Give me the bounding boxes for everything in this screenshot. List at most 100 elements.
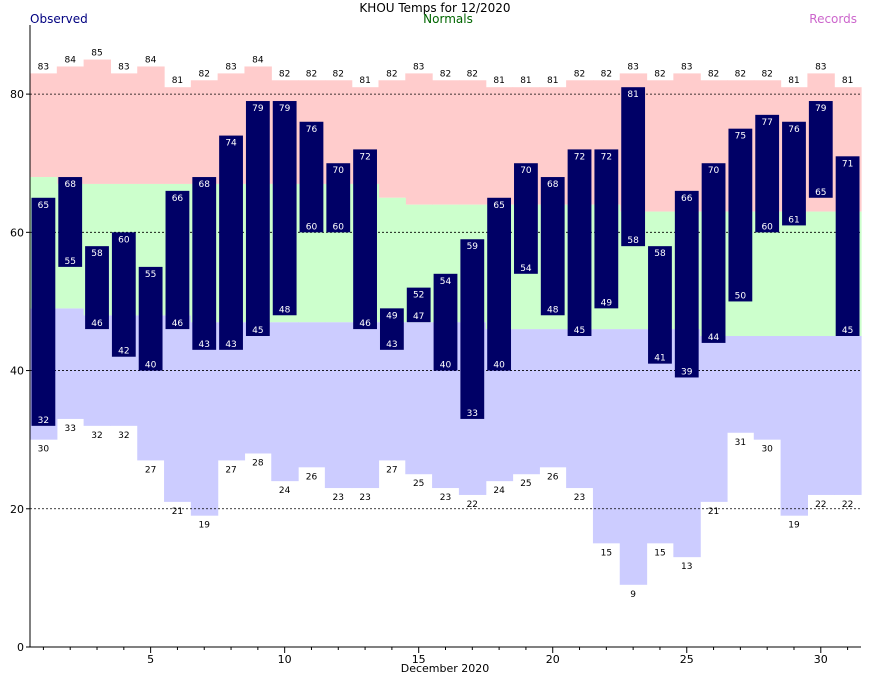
record-low-label: 27 — [145, 465, 156, 475]
observed-bars — [31, 87, 860, 426]
record-high-label: 84 — [64, 55, 76, 65]
axes: 0 20 40 60 80 5 10 15 20 25 30 — [10, 25, 861, 666]
record-high-label: 81 — [520, 76, 531, 86]
observed-bar — [567, 149, 592, 336]
observed-high-label: 52 — [413, 291, 424, 301]
record-low-step — [619, 329, 648, 585]
observed-low-label: 50 — [735, 291, 747, 301]
record-high-label: 82 — [467, 69, 478, 79]
observed-bar — [31, 197, 56, 426]
record-low-label: 22 — [467, 500, 478, 510]
observed-high-label: 70 — [333, 166, 345, 176]
observed-bar — [111, 232, 136, 357]
observed-high-label: 66 — [172, 194, 184, 204]
observed-high-label: 72 — [359, 152, 370, 162]
record-high-label: 82 — [574, 69, 585, 79]
record-high-label: 83 — [118, 62, 129, 72]
observed-high-label: 79 — [815, 104, 827, 114]
observed-low-label: 46 — [172, 319, 184, 329]
record-low-step — [807, 336, 835, 495]
record-high-label: 81 — [172, 76, 183, 86]
observed-high-label: 77 — [761, 118, 772, 128]
observed-low-label: 60 — [761, 222, 773, 232]
record-low-step — [539, 329, 567, 468]
record-low-label: 13 — [681, 562, 692, 572]
record-high-label: 83 — [38, 62, 49, 72]
observed-low-label: 55 — [64, 257, 75, 267]
record-high-step — [164, 87, 192, 184]
record-low-label: 22 — [815, 500, 826, 510]
record-high-step — [432, 80, 460, 205]
record-low-step — [244, 322, 272, 454]
observed-high-label: 65 — [493, 201, 504, 211]
record-high-label: 83 — [413, 62, 424, 72]
record-high-label: 85 — [91, 49, 102, 59]
record-low-step — [271, 322, 299, 482]
observed-bar — [433, 273, 458, 371]
normal-range-step — [807, 211, 835, 336]
record-high-step — [378, 80, 406, 198]
record-low-label: 32 — [91, 431, 102, 441]
record-low-label: 23 — [574, 493, 585, 503]
record-low-step — [190, 322, 219, 516]
observed-high-label: 58 — [91, 249, 103, 259]
observed-low-label: 32 — [38, 416, 49, 426]
record-high-label: 81 — [547, 76, 558, 86]
observed-bar — [835, 156, 860, 336]
record-high-label: 83 — [225, 62, 236, 72]
record-high-step — [110, 73, 138, 184]
record-low-step — [566, 329, 594, 489]
observed-bar — [540, 177, 565, 316]
record-low-label: 33 — [64, 424, 75, 434]
observed-low-label: 44 — [708, 333, 720, 343]
observed-high-label: 79 — [252, 104, 264, 114]
observed-low-label: 43 — [199, 340, 210, 350]
observed-high-label: 70 — [708, 166, 720, 176]
record-high-label: 81 — [788, 76, 799, 86]
record-low-step — [592, 329, 621, 544]
record-low-step — [646, 329, 674, 544]
x-tick-label: 10 — [278, 653, 292, 666]
x-tick-label: 25 — [680, 653, 694, 666]
record-high-label: 81 — [842, 76, 853, 86]
observed-bar — [58, 177, 83, 267]
observed-bar — [138, 266, 163, 371]
record-low-step — [780, 336, 808, 516]
observed-low-label: 48 — [279, 305, 291, 315]
record-low-label: 26 — [306, 472, 318, 482]
observed-high-label: 58 — [654, 249, 666, 259]
observed-low-label: 48 — [547, 305, 559, 315]
records-legend-label: Records — [809, 12, 857, 26]
record-high-label: 82 — [601, 69, 612, 79]
observed-low-label: 43 — [386, 340, 397, 350]
observed-high-label: 49 — [386, 311, 398, 321]
observed-bar — [192, 177, 217, 350]
observed-low-label: 60 — [333, 222, 345, 232]
record-high-label: 84 — [252, 55, 264, 65]
record-low-step — [512, 329, 540, 475]
observed-legend-label: Observed — [30, 12, 88, 26]
record-low-step — [753, 336, 782, 440]
observed-low-label: 58 — [627, 236, 639, 246]
record-low-step — [298, 322, 326, 468]
record-low-step — [164, 315, 192, 502]
record-low-step — [405, 322, 433, 475]
y-tick-label: 40 — [10, 365, 24, 378]
record-low-label: 23 — [333, 493, 344, 503]
observed-bar — [808, 101, 833, 198]
observed-low-label: 65 — [815, 188, 826, 198]
observed-high-label: 60 — [118, 235, 130, 245]
observed-bar — [326, 163, 351, 233]
record-high-label: 82 — [279, 69, 290, 79]
record-high-step — [458, 80, 487, 205]
observed-low-label: 45 — [574, 326, 585, 336]
observed-low-label: 46 — [359, 319, 371, 329]
y-tick-label: 80 — [10, 88, 24, 101]
record-high-label: 82 — [654, 69, 665, 79]
observed-bar — [621, 87, 646, 247]
normal-range-step — [780, 211, 808, 336]
record-low-step — [834, 336, 862, 495]
observed-low-label: 42 — [118, 347, 129, 357]
record-low-label: 31 — [735, 438, 746, 448]
observed-high-label: 72 — [574, 152, 585, 162]
